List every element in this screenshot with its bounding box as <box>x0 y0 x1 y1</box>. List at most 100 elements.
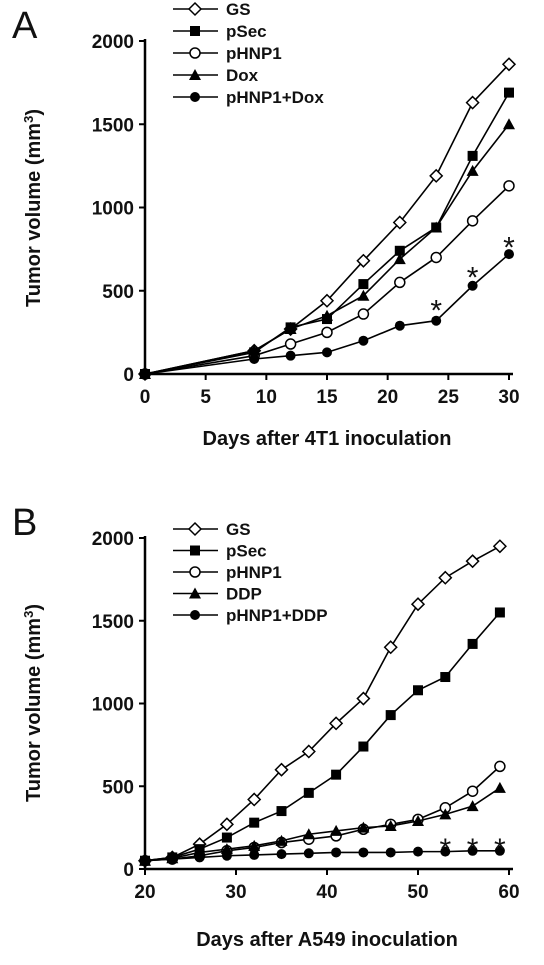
x-axis-label: Days after A549 inoculation <box>196 929 458 951</box>
significance-asterisk: * <box>467 261 479 294</box>
data-point <box>467 150 478 161</box>
data-point <box>394 245 405 256</box>
y-tick-label: 500 <box>102 282 134 303</box>
data-point <box>285 350 296 361</box>
data-point <box>357 821 370 833</box>
chart-panel-a: A 0 5 10 15 20 25 30 0 500 1000 1500 2000 Days after … <box>12 0 520 450</box>
y-tick-label: 500 <box>102 777 134 798</box>
data-point <box>440 846 451 857</box>
legend-marker <box>187 1 203 17</box>
x-tick-label: 30 <box>225 882 246 903</box>
data-point <box>303 787 314 798</box>
legend-label: pHNP1+DDP <box>226 606 328 625</box>
data-point <box>274 762 289 777</box>
data-point <box>385 710 396 721</box>
data-point <box>466 215 479 227</box>
data-point <box>284 338 297 350</box>
data-point <box>276 849 287 860</box>
data-point <box>493 781 506 793</box>
data-point <box>220 843 233 855</box>
series-phnp1-dox <box>140 249 514 379</box>
data-point <box>249 849 260 860</box>
x-tick-label: 15 <box>316 387 338 408</box>
data-point <box>503 180 515 192</box>
significance-asterisk: * <box>439 833 451 866</box>
data-point <box>503 118 515 130</box>
data-point <box>221 850 232 861</box>
data-point <box>319 293 335 308</box>
series-phnp1-ddp <box>140 845 505 866</box>
data-point <box>392 215 407 230</box>
legend-label: DDP <box>226 585 262 604</box>
legend-marker <box>189 47 201 59</box>
data-point <box>140 855 150 866</box>
x-tick-label: 25 <box>438 387 460 408</box>
legend-marker <box>189 587 201 599</box>
significance-asterisk: * <box>494 833 506 866</box>
y-tick-label: 1000 <box>92 199 134 220</box>
x-tick-label: 40 <box>316 882 337 903</box>
data-point <box>494 607 505 618</box>
x-tick-label: 30 <box>498 387 519 408</box>
y-tick-label: 2000 <box>92 529 134 550</box>
series-line <box>144 545 501 862</box>
data-point <box>356 691 371 706</box>
legend-label: pHNP1+Dox <box>226 88 324 107</box>
y-axis-label: Tumor volume (mm3) <box>21 604 46 802</box>
data-point <box>504 87 514 98</box>
legend-marker <box>190 26 200 36</box>
legend: GS pSec pHNP1 Dox pHNP1+Dox <box>173 0 324 107</box>
data-point <box>430 221 443 233</box>
data-point <box>249 817 260 828</box>
data-point <box>393 253 406 265</box>
data-point <box>194 852 205 863</box>
data-point <box>358 741 369 752</box>
data-point <box>413 846 423 857</box>
x-tick-label: 20 <box>377 387 398 408</box>
data-point <box>219 817 234 832</box>
data-point <box>465 95 480 110</box>
data-point <box>467 638 478 649</box>
data-point <box>439 808 452 820</box>
data-point <box>429 168 444 183</box>
data-point <box>356 253 371 268</box>
x-axis-label: Days after 4T1 inoculation <box>203 428 452 450</box>
x-tick-label: 5 <box>200 387 211 408</box>
series-line <box>144 185 510 375</box>
data-point <box>430 251 442 264</box>
panel-letter: A <box>12 5 38 47</box>
data-point <box>331 847 342 858</box>
panel-letter: B <box>12 502 37 544</box>
data-point <box>357 308 370 320</box>
legend-marker <box>187 521 203 537</box>
data-point <box>494 760 506 773</box>
x-tick-label: 20 <box>134 882 155 903</box>
legend-marker <box>190 92 200 102</box>
data-point <box>383 640 398 655</box>
data-point <box>140 369 150 379</box>
data-point <box>275 834 288 846</box>
data-point <box>431 315 442 326</box>
y-tick-label: 2000 <box>92 32 134 53</box>
data-point <box>465 554 480 569</box>
data-point <box>303 848 314 859</box>
x-tick-label: 50 <box>407 882 428 903</box>
data-point <box>394 320 405 331</box>
data-point <box>492 539 507 554</box>
legend-label: pSec <box>226 22 267 41</box>
data-point <box>247 792 262 807</box>
data-point <box>249 354 260 365</box>
series-line <box>144 787 501 862</box>
data-point <box>494 845 505 856</box>
data-point <box>330 824 343 836</box>
data-point <box>467 280 478 291</box>
series-psec <box>140 607 505 866</box>
data-point <box>440 672 451 683</box>
data-point <box>321 326 333 339</box>
data-point <box>358 279 369 290</box>
legend-marker <box>189 69 201 80</box>
data-point <box>413 685 423 696</box>
legend-label: pHNP1 <box>226 563 282 582</box>
data-point <box>248 839 261 851</box>
